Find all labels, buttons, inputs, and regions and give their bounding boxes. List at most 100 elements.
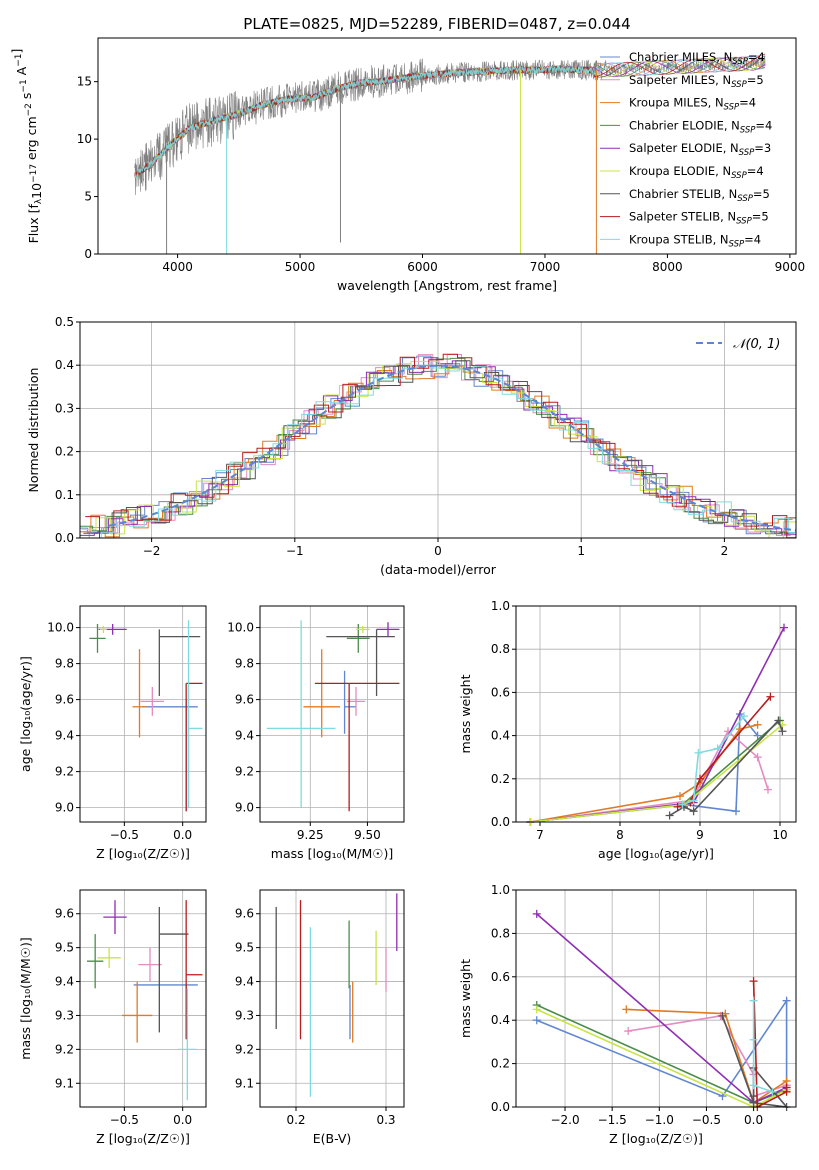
x-tick-label: 0.0 (173, 1113, 192, 1127)
y-axis-label: age [log₁₀(age/yr)] (18, 656, 33, 772)
x-tick-label: 0 (434, 544, 442, 558)
plots: 4000 5000 6000 7000 8000 9000051015wavelength… (9, 37, 805, 1146)
legend-sub: SSP (732, 57, 748, 67)
y-axis-label-part: Flux [f (26, 204, 41, 244)
plot-area (134, 53, 766, 254)
x-axis-label: Z [log₁₀(Z/Z☉)] (609, 1131, 703, 1146)
y-tick-label: 0.1 (55, 488, 74, 502)
y-tick-label: 0.2 (491, 1057, 510, 1071)
marker-kroupa_stelib (768, 1087, 777, 1096)
panel-age_vs_Z: −0.5 0.0 9.0 9.2 9.4 9.6 9.8 10.0 Z [log₁₀(Z/Z☉)… (18, 605, 207, 861)
x-tick-label: −0.5 (692, 1113, 721, 1127)
legend-text: =4 (744, 232, 761, 246)
y-axis-label: mass weight (458, 674, 473, 753)
x-tick-label: 6000 (407, 260, 438, 274)
y-tick-label: 0.0 (491, 1100, 510, 1114)
plot-area (526, 623, 788, 826)
y-axis-label-part: −17 (29, 164, 39, 183)
marker-salpeter_elodie (780, 623, 788, 632)
y-tick-label: 9.4 (235, 975, 254, 989)
y-tick-label: 1.0 (491, 883, 510, 897)
point-chabrier_elodie (346, 624, 370, 653)
legend-label-salpeter_elodie: Salpeter ELODIE, NSSP=3 (629, 141, 771, 158)
y-tick-label: 9.6 (235, 907, 254, 921)
legend-text: Salpeter ELODIE, N (629, 141, 739, 155)
y-tick-label: 0.6 (491, 685, 510, 699)
marker-chabrier_stelib (665, 811, 674, 820)
y-axis-label-part: erg cm (24, 116, 39, 164)
x-tick-label: −2 (143, 544, 161, 558)
point-chabrier_miles (343, 670, 356, 734)
plot-area (80, 353, 796, 538)
y-tick-label: 0.3 (55, 401, 74, 415)
legend-sub: SSP (737, 194, 753, 204)
legend-sub: SSP (731, 171, 747, 181)
y-tick-label: 0.8 (491, 926, 510, 940)
legend-label-kroupa_stelib: Kroupa STELIB, NSSP=4 (629, 232, 761, 249)
point-chabrier_stelib (158, 629, 201, 696)
x-tick-label: 1 (577, 544, 585, 558)
legend-sub: SSP (731, 80, 747, 90)
legend-label-kroupa_elodie: Kroupa ELODIE, NSSP=4 (629, 164, 764, 181)
y-tick-label: 0 (84, 247, 92, 261)
point-salpeter_miles (140, 687, 164, 716)
hist-salpeter_stelib (85, 353, 796, 538)
point-kroupa_miles (132, 649, 147, 738)
y-tick-label: 9.4 (55, 729, 74, 743)
axes-frame (515, 605, 797, 823)
y-axis-label: mass weight (458, 959, 473, 1038)
point-salpeter_stelib (185, 900, 203, 1040)
x-axis-label: mass [log₁₀(M/M☉)] (271, 846, 393, 861)
point-salpeter_miles (346, 687, 366, 716)
legend-sub: SSP (739, 148, 755, 158)
marker-salpeter_stelib (696, 774, 704, 783)
point-chabrier_miles (133, 984, 198, 1040)
legend-text: Kroupa STELIB, N (629, 232, 729, 246)
x-tick-label: −2.0 (550, 1113, 579, 1127)
x-tick-label: 5000 (285, 260, 316, 274)
legend-sub: SSP (740, 125, 756, 135)
line-chabrier_miles (536, 998, 788, 1098)
x-tick-label: 9.25 (297, 828, 324, 842)
panel-age_vs_mass: 9.25 9.50 9.0 9.2 9.4 9.6 9.8 10.0 mass [log₁₀(M… (227, 605, 405, 861)
y-tick-label: 5 (84, 190, 92, 204)
normal-curve (108, 364, 796, 532)
y-axis-label-part: ] (9, 49, 24, 54)
y-tick-label: 10.0 (47, 621, 74, 635)
marker-chabrier_stelib (689, 807, 698, 816)
point-kroupa_stelib (266, 620, 336, 808)
x-tick-label: −1.5 (598, 1113, 627, 1127)
x-axis-label: wavelength [Angstrom, rest frame] (337, 278, 557, 293)
line-kroupa_stelib (752, 1000, 773, 1093)
hist-chabrier_elodie (80, 357, 795, 535)
marker-kroupa_miles (622, 1005, 631, 1014)
legend-sub: SSP (736, 217, 752, 227)
point-kroupa_elodie (97, 947, 121, 968)
y-tick-label: 9.2 (55, 765, 74, 779)
marker-kroupa_miles (676, 792, 684, 801)
legend-text: =4 (755, 118, 772, 132)
y-tick-label: 9.1 (55, 1076, 74, 1090)
series-kroupa_stelib (749, 996, 777, 1096)
y-tick-label: 10 (77, 132, 92, 146)
marker-chabrier_miles (782, 996, 791, 1005)
y-tick-label: 9.1 (235, 1076, 254, 1090)
y-axis-label-part: A (14, 66, 29, 79)
x-tick-label: −1.0 (645, 1113, 674, 1127)
y-axis-label: Normed distribution (26, 368, 41, 493)
point-kroupa_stelib (187, 620, 203, 808)
marker-kroupa_stelib (749, 1081, 758, 1090)
y-tick-label: 10.0 (227, 621, 254, 635)
axes-frame (515, 889, 797, 1108)
point-salpeter_elodie (376, 622, 400, 637)
x-tick-label: 8000 (652, 260, 683, 274)
y-tick-label: 0.8 (491, 642, 510, 656)
series-chabrier_elodie (526, 716, 784, 826)
y-tick-label: 9.5 (55, 941, 74, 955)
legend-text: Kroupa ELODIE, N (629, 164, 731, 178)
panel-mass_vs_Z: −0.5 0.0 9.1 9.2 9.3 9.4 9.5 9.6 Z [log₁₀(Z/Z☉)]… (18, 889, 207, 1146)
series-kroupa_miles (526, 720, 762, 826)
y-axis-label-part: 10 (29, 183, 44, 199)
